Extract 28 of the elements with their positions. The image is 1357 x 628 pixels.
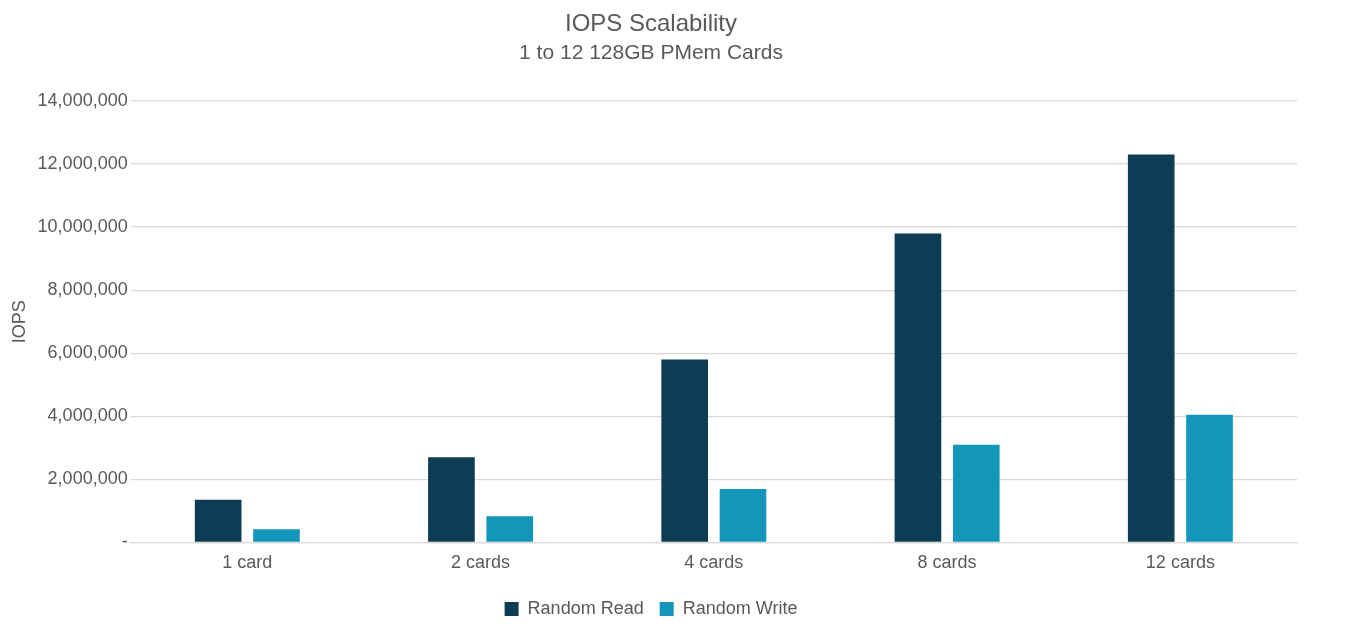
x-tick-label: 1 card <box>222 552 273 573</box>
y-axis-title: IOPS <box>8 300 29 344</box>
x-tick-label: 2 cards <box>451 552 511 573</box>
legend-label: Random Write <box>682 597 798 618</box>
bar <box>194 499 242 542</box>
bar <box>719 489 767 542</box>
bar <box>428 457 475 542</box>
y-tick-label: 12,000,000 <box>37 153 128 174</box>
y-tick-label: - <box>121 531 128 552</box>
chart-subtitle: 1 to 12 128GB PMem Cards <box>519 40 783 64</box>
bar <box>894 233 942 542</box>
bar <box>1186 414 1233 542</box>
y-tick-label: 14,000,000 <box>37 89 128 110</box>
chart-title: IOPS Scalability <box>564 9 738 37</box>
y-tick-label: 10,000,000 <box>37 216 128 237</box>
bar <box>661 359 709 542</box>
y-tick-label: 6,000,000 <box>47 342 128 363</box>
bar <box>253 529 300 542</box>
y-tick-label: 4,000,000 <box>47 405 128 426</box>
y-tick-label: 2,000,000 <box>47 468 128 489</box>
bar <box>486 516 534 542</box>
bar <box>1127 154 1175 542</box>
x-tick-label: 4 cards <box>684 552 744 573</box>
legend-label: Random Read <box>527 597 644 618</box>
x-tick-label: 8 cards <box>917 552 977 573</box>
x-tick-label: 12 cards <box>1145 552 1215 573</box>
bar <box>952 444 1000 542</box>
y-tick-label: 8,000,000 <box>47 279 128 300</box>
